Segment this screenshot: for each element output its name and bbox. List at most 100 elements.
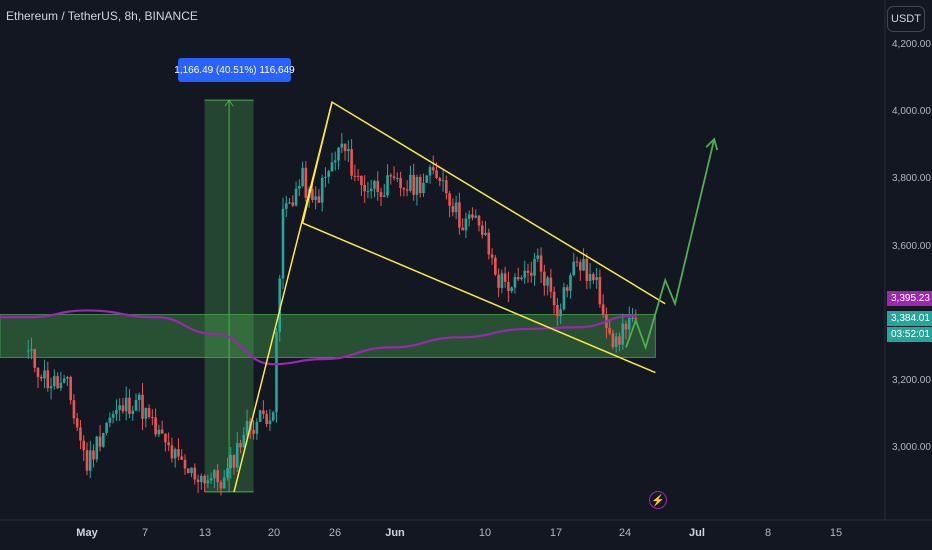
candle-body (327, 171, 331, 177)
time-tick-label: 10 (478, 527, 492, 539)
candle-body (562, 287, 566, 310)
trendlines-layer[interactable] (233, 100, 719, 493)
candle-body (36, 367, 40, 377)
candle-body (62, 378, 66, 383)
candle-body (494, 257, 497, 275)
candle-body (167, 442, 170, 446)
support-zone[interactable] (0, 313, 656, 358)
candle-body (30, 349, 33, 351)
candle-body (510, 287, 513, 292)
candle-body (451, 205, 455, 213)
candle-body (79, 427, 82, 441)
candle-body (467, 214, 471, 219)
candle-body (471, 214, 474, 218)
time-tick-label: 8 (764, 527, 772, 539)
time-tick-label: 20 (267, 527, 281, 539)
time-tick-label: May (76, 527, 98, 539)
candle-body (464, 218, 468, 231)
candle-body (373, 180, 376, 189)
candle-body (608, 327, 611, 334)
candle-body (56, 376, 59, 389)
price-tick-label: 3,800.00 (892, 173, 931, 185)
candle-body (193, 467, 197, 480)
candle-body (235, 443, 239, 468)
candle-body (559, 309, 562, 317)
candle-body (529, 272, 533, 276)
candle-body (431, 167, 435, 171)
candle-body (536, 255, 540, 259)
candle-body (526, 270, 530, 273)
candle-body (255, 421, 259, 434)
time-tick-label: 26 (328, 527, 342, 539)
candle-body (356, 175, 360, 177)
candle-body (258, 410, 262, 422)
candle-body (366, 191, 370, 193)
candle-body (614, 336, 618, 347)
candle-body (333, 160, 337, 163)
candle-body (298, 186, 301, 189)
candle-body (418, 176, 422, 194)
measure-tool-layer[interactable] (204, 99, 254, 493)
candle-body (618, 336, 621, 345)
candle-body (88, 450, 92, 471)
time-tick-label: 13 (198, 527, 212, 539)
candle-body (578, 262, 582, 271)
forecast-arrow-head (705, 137, 719, 151)
candle-body (213, 470, 216, 479)
symbol-title: Ethereum / TetherUS, 8h, BINANCE (6, 9, 198, 23)
price-tick-label: 4,000.00 (892, 106, 931, 118)
candle-body (412, 174, 415, 195)
candle-body (523, 270, 527, 278)
time-tick-label: 15 (829, 527, 843, 539)
candle-body (582, 258, 585, 271)
candle-body (82, 440, 86, 451)
candle-body (43, 370, 46, 379)
moving-average-line (0, 309, 636, 366)
candle-body (200, 475, 203, 483)
candle-body (49, 386, 53, 389)
candle-body (480, 225, 484, 235)
candle-body (330, 162, 334, 172)
candle-body (33, 349, 37, 368)
candle-body (53, 376, 56, 387)
candle-body (151, 416, 154, 418)
candle-body (569, 275, 572, 291)
candle-body (304, 167, 308, 198)
candle-body (337, 147, 340, 161)
candle-body (232, 454, 236, 468)
candle-body (549, 277, 553, 292)
candle-body (497, 274, 500, 288)
moving-average-layer (0, 309, 636, 366)
candle-body (118, 405, 121, 410)
candle-body (624, 323, 628, 330)
candle-body (95, 436, 99, 460)
candle-body (242, 434, 246, 448)
candle-body (598, 277, 602, 305)
lightning-icon[interactable]: ⚡ (649, 491, 667, 509)
candle-body (271, 412, 275, 421)
candle-body (196, 479, 200, 483)
candle-body (216, 470, 219, 483)
candle-body (265, 413, 268, 425)
currency-button[interactable]: USDT (887, 6, 925, 32)
candle-body (627, 318, 631, 330)
candle-body (520, 277, 523, 280)
candle-body (458, 202, 461, 228)
channel-lower-line[interactable] (302, 222, 656, 374)
candle-body (415, 176, 419, 195)
candle-body (500, 273, 504, 288)
candle-body (278, 278, 282, 332)
candle-body (425, 175, 429, 183)
candle-body (209, 478, 213, 481)
channel-upper-line[interactable] (301, 100, 666, 305)
candle-body (503, 273, 507, 282)
forecast-path[interactable] (625, 138, 716, 351)
candle-body (474, 215, 478, 218)
time-tick-label: 17 (549, 527, 563, 539)
candle-body (382, 195, 386, 197)
bar-countdown-tag: 03:52:01 (887, 327, 932, 342)
candle-body (245, 421, 249, 435)
time-tick-label: 7 (141, 527, 149, 539)
